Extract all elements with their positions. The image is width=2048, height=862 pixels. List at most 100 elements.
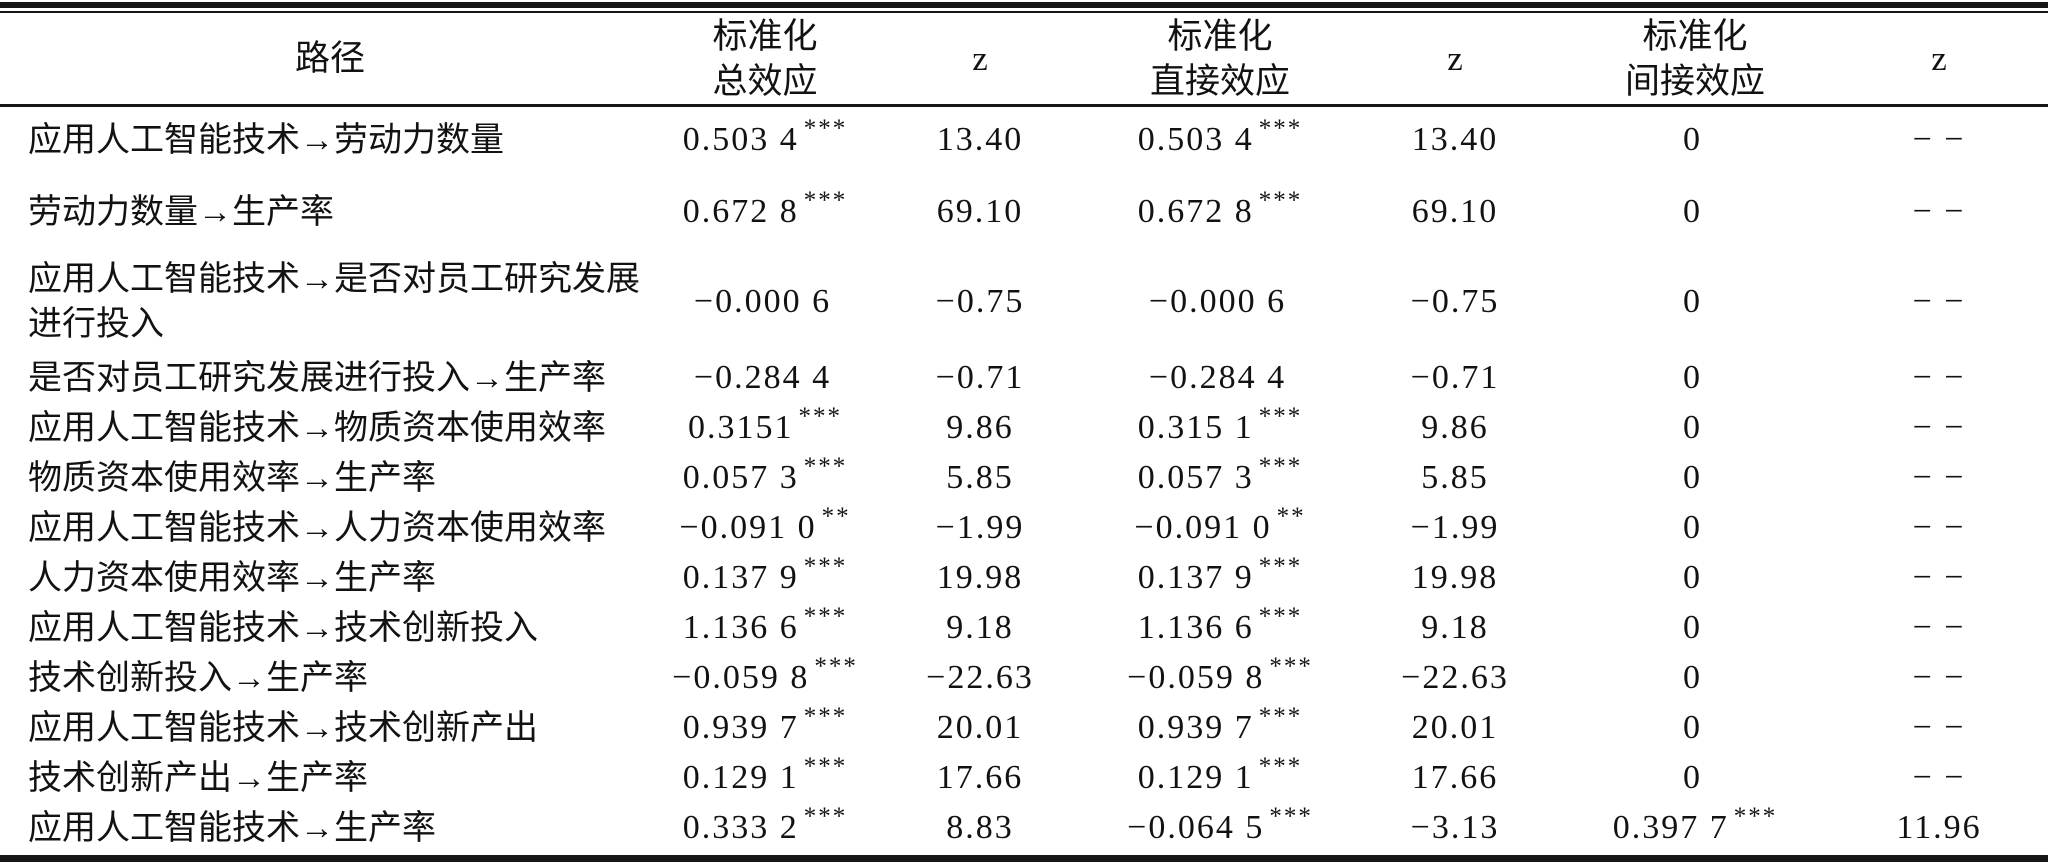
path-cell: 技术创新投入→生产率 [28,659,368,697]
indirect-z-cell: 11.96 [1896,809,1982,846]
path-cell: 应用人工智能技术→物质资本使用效率 [28,409,606,447]
table-row: 人力资本使用效率→生产率 0.137 9 *** 19.98 0.137 9 ***… [0,553,2048,603]
direct-z-cell: 19.98 [1411,559,1499,596]
total-effect-cell: 0.503 4 *** [660,106,870,174]
total-effect-cell: 1.136 6 *** [660,603,870,653]
direct-effect-value: −0.064 5 [1127,809,1265,846]
total-significance-stars: *** [814,653,858,680]
total-significance-stars: *** [798,403,842,430]
header-z-direct: z [1350,13,1560,107]
direct-effect-cell: 1.136 6 *** [1090,603,1350,653]
indirect-z-cell: − − [1912,193,1966,230]
table-row: 物质资本使用效率→生产率 0.057 3 *** 5.85 0.057 3 *** … [0,453,2048,503]
indirect-effect-cell: 0 [1560,403,1830,453]
indirect-effect-value: 0 [1683,121,1702,158]
direct-effect-cell: −0.064 5 *** [1090,803,1350,853]
path-cell: 应用人工智能技术→是否对员工研究发展进行投入 [28,261,640,343]
header-z-total-label: z [972,39,988,78]
total-z-cell: 19.98 [936,559,1024,596]
table-header: 路径 标准化 总效应 z 标准化 直接效应 z 标准化 间接 [0,13,2048,107]
total-effect-cell: −0.284 4 [660,353,870,403]
direct-effect-value: 0.672 8 [1137,193,1254,230]
direct-z-cell: 9.18 [1421,609,1489,646]
direct-significance-stars: *** [1258,553,1303,580]
indirect-z-cell: − − [1912,709,1966,746]
direct-effect-cell: 0.939 7 *** [1090,703,1350,753]
indirect-effect-cell: 0 [1560,173,1830,251]
direct-z-cell: 69.10 [1411,193,1499,230]
direct-effect-value: 0.315 1 [1137,409,1254,446]
indirect-effect-cell: 0 [1560,753,1830,803]
total-z-cell: −1.99 [935,509,1025,546]
total-significance-stars: *** [803,753,848,780]
header-indirect-line1: 标准化 [1642,16,1748,56]
direct-z-cell: −3.13 [1410,809,1500,846]
direct-effect-cell: 0.503 4 *** [1090,106,1350,174]
table-row: 技术创新投入→生产率 −0.059 8 *** −22.63 −0.059 8 **… [0,653,2048,703]
header-z-direct-label: z [1447,39,1463,78]
total-effect-value: 0.672 8 [682,193,799,230]
path-cell: 技术创新产出→生产率 [28,759,368,797]
total-effect-value: −0.000 6 [693,283,832,320]
total-z-cell: 5.85 [946,459,1014,496]
path-cell: 是否对员工研究发展进行投入→生产率 [28,359,606,397]
total-effect-value: −0.284 4 [693,359,832,396]
table-row: 应用人工智能技术→技术创新产出 0.939 7 *** 20.01 0.939 7… [0,703,2048,753]
indirect-effect-value: 0 [1683,409,1702,446]
total-effect-value: 1.136 6 [682,609,799,646]
indirect-z-cell: − − [1912,409,1966,446]
direct-significance-stars: *** [1258,753,1303,780]
total-effect-cell: 0.137 9 *** [660,553,870,603]
indirect-significance-stars: *** [1733,803,1778,830]
path-cell: 应用人工智能技术→人力资本使用效率 [28,509,606,547]
header-direct-line1: 标准化 [1167,16,1273,56]
table-row: 应用人工智能技术→生产率 0.333 2 *** 8.83 −0.064 5 ***… [0,803,2048,853]
header-z-total: z [870,13,1090,107]
indirect-effect-cell: 0 [1560,553,1830,603]
total-effect-value: 0.137 9 [682,559,799,596]
direct-effect-cell: −0.284 4 [1090,353,1350,403]
direct-z-cell: −0.71 [1410,359,1500,396]
indirect-effect-value: 0 [1683,759,1702,796]
total-effect-value: 0.939 7 [682,709,799,746]
total-z-cell: 9.86 [946,409,1014,446]
indirect-effect-cell: 0 [1560,251,1830,353]
header-path-label: 路径 [294,39,365,78]
direct-significance-stars: *** [1269,653,1313,680]
total-significance-stars: *** [803,603,848,630]
path-cell: 物质资本使用效率→生产率 [28,459,436,497]
direct-significance-stars: *** [1258,187,1303,214]
direct-significance-stars: ** [1276,503,1306,530]
indirect-effect-cell: 0 [1560,453,1830,503]
indirect-effect-value: 0 [1683,509,1702,546]
header-z-indirect: z [1830,13,2048,107]
header-total-effect: 标准化 总效应 [660,13,870,107]
header-indirect-line2: 间接效应 [1624,61,1765,101]
top-rule-thick [0,2,2048,8]
table-row: 是否对员工研究发展进行投入→生产率 −0.284 4 −0.71 −0.284 … [0,353,2048,403]
indirect-effect-cell: 0 [1560,353,1830,403]
path-cell: 应用人工智能技术→技术创新产出 [28,709,538,747]
table-row: 劳动力数量→生产率 0.672 8 *** 69.10 0.672 8 *** 69… [0,173,2048,251]
total-effect-cell: 0.672 8 *** [660,173,870,251]
indirect-z-cell: − − [1912,759,1966,796]
indirect-effect-value: 0 [1683,709,1702,746]
direct-z-cell: 17.66 [1411,759,1499,796]
top-rule-thin [0,11,2048,13]
direct-effect-cell: −0.059 8 *** [1090,653,1350,703]
direct-effect-value: −0.091 0 [1134,509,1272,546]
indirect-effect-cell: 0 [1560,653,1830,703]
direct-effect-cell: −0.091 0 ** [1090,503,1350,553]
table-row: 技术创新产出→生产率 0.129 1 *** 17.66 0.129 1 *** 1… [0,753,2048,803]
indirect-effect-cell: 0.397 7 *** [1560,803,1830,853]
direct-effect-value: 0.503 4 [1137,121,1254,158]
indirect-effect-value: 0 [1683,559,1702,596]
direct-effect-cell: 0.315 1 *** [1090,403,1350,453]
indirect-effect-value: 0 [1683,359,1702,396]
direct-significance-stars: *** [1258,703,1303,730]
header-direct-effect: 标准化 直接效应 [1090,13,1350,107]
total-effect-value: 0.333 2 [682,809,799,846]
total-z-cell: 9.18 [946,609,1014,646]
indirect-effect-value: 0 [1683,459,1702,496]
